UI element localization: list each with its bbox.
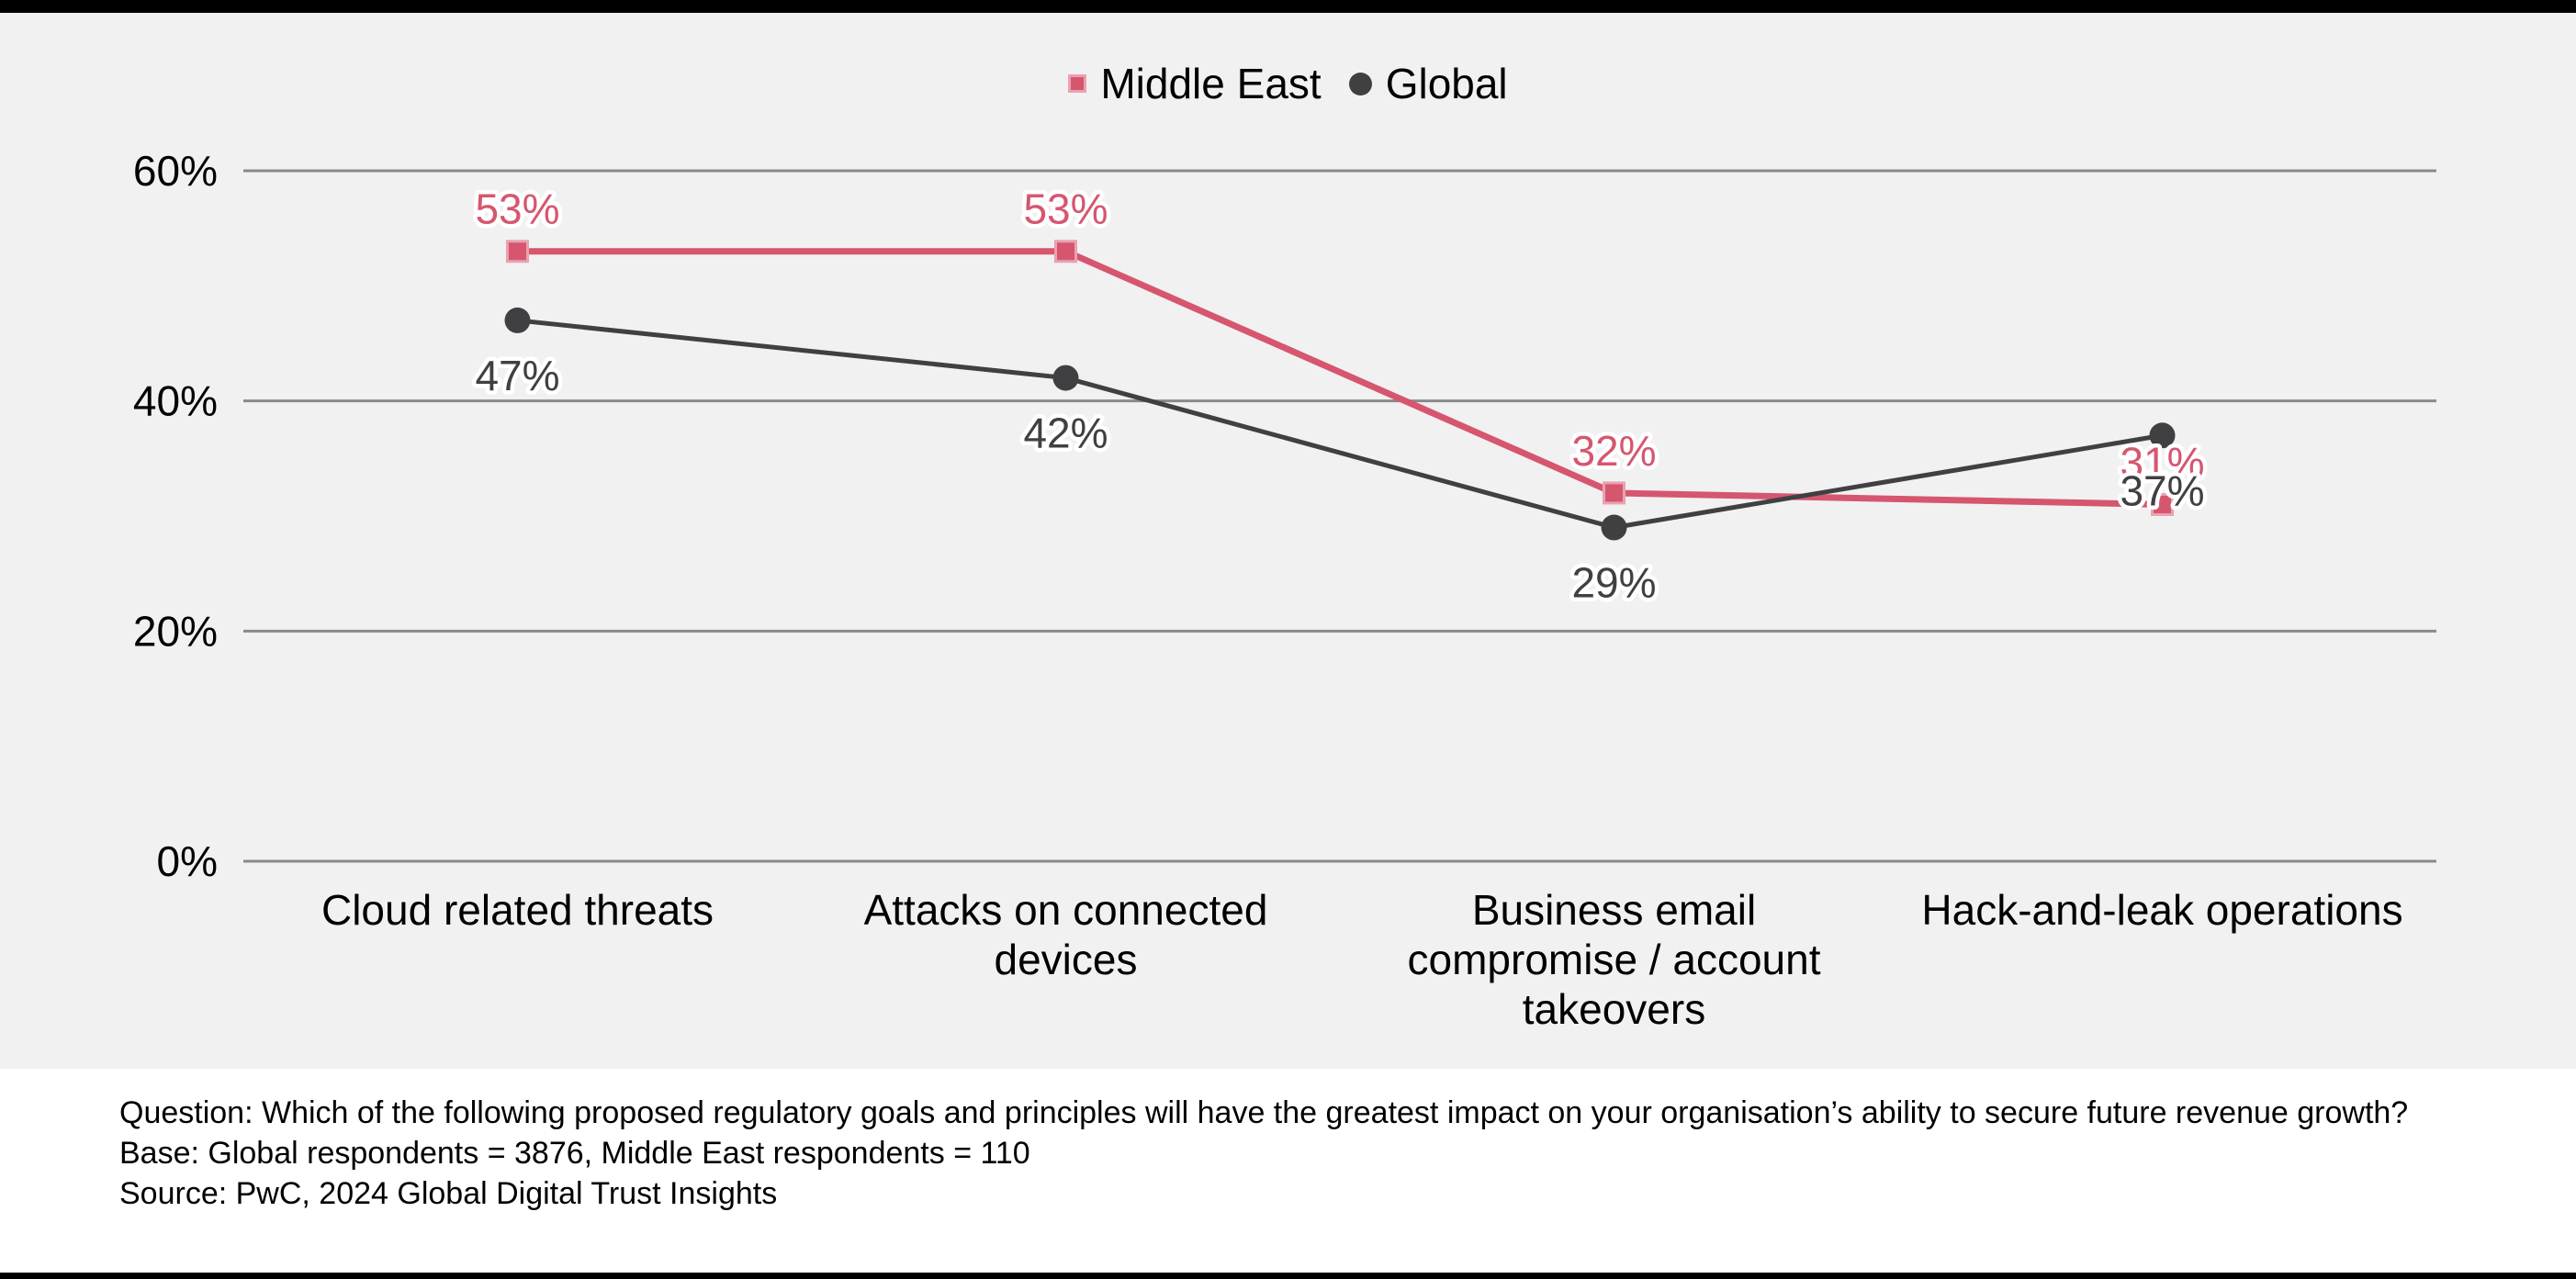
x-axis-category-label-business-email-compromise-account-takeovers: Business email compromise / account takeov… (1408, 886, 1821, 1033)
data-label-middle-east: 53% (475, 185, 559, 233)
legend-label-global: Global (1385, 60, 1508, 107)
legend-label-middle-east: Middle East (1100, 60, 1322, 107)
bottom-border-bar (0, 1273, 2576, 1279)
data-point-marker-middle-east (1603, 481, 1625, 505)
chart-area: 0% 20% 40% 60% Cloud related threats Attacks … (0, 13, 2576, 1072)
footer-base: Base: Global respondents = 3876, Middle … (119, 1136, 1030, 1171)
top-border-bar (0, 0, 2576, 13)
y-axis-tick-label: 0% (157, 837, 218, 885)
data-point-marker-middle-east (1054, 240, 1077, 264)
footer-text-block: Question: Which of the following propose… (0, 1069, 2576, 1214)
legend-item-global: Global (1348, 59, 1508, 108)
data-label-global: 42% (1023, 410, 1108, 457)
data-point-marker-global (1052, 365, 1079, 391)
data-point-marker-global (2149, 422, 2176, 449)
footer: Question: Which of the following propose… (0, 1069, 2576, 1273)
data-label-global: 47% (475, 352, 559, 399)
footer-source: Source: PwC, 2024 Global Digital Trust I… (119, 1176, 778, 1211)
data-label-middle-east: 53% (1023, 185, 1108, 233)
data-label-global: 29% (1571, 559, 1656, 607)
series-line-middle-east (517, 248, 2163, 508)
x-axis-category-label-cloud-related-threats: Cloud related threats (321, 886, 714, 934)
y-axis-tick-label: 20% (133, 607, 218, 655)
data-point-marker-middle-east (506, 240, 529, 264)
data-label-middle-east: 32% (1571, 427, 1656, 475)
footer-question: Question: Which of the following propose… (119, 1095, 2409, 1130)
data-point-marker-middle-east (2151, 492, 2174, 516)
legend: Middle East Global (0, 59, 2576, 108)
data-label-middle-east: 31% (2120, 438, 2204, 486)
data-label-global: 37% (2120, 466, 2204, 514)
circle-marker-icon (1348, 72, 1372, 95)
chart-canvas: 0% 20% 40% 60% Cloud related threats Attacks … (133, 147, 2436, 1033)
y-axis-tick-label: 40% (133, 377, 218, 425)
legend-item-middle-east: Middle East (1068, 59, 1322, 108)
x-axis-category-label-attacks-on-connected-devices: Attacks on connected devices (864, 886, 1268, 983)
data-point-marker-global (1601, 514, 1627, 541)
y-axis-tick-label: 60% (133, 147, 218, 195)
x-axis-category-label-hack-and-leak-operations: Hack-and-leak operations (1921, 886, 2402, 934)
square-marker-icon (1068, 74, 1087, 93)
series-line-global (517, 318, 2163, 531)
data-point-marker-global (504, 307, 531, 333)
